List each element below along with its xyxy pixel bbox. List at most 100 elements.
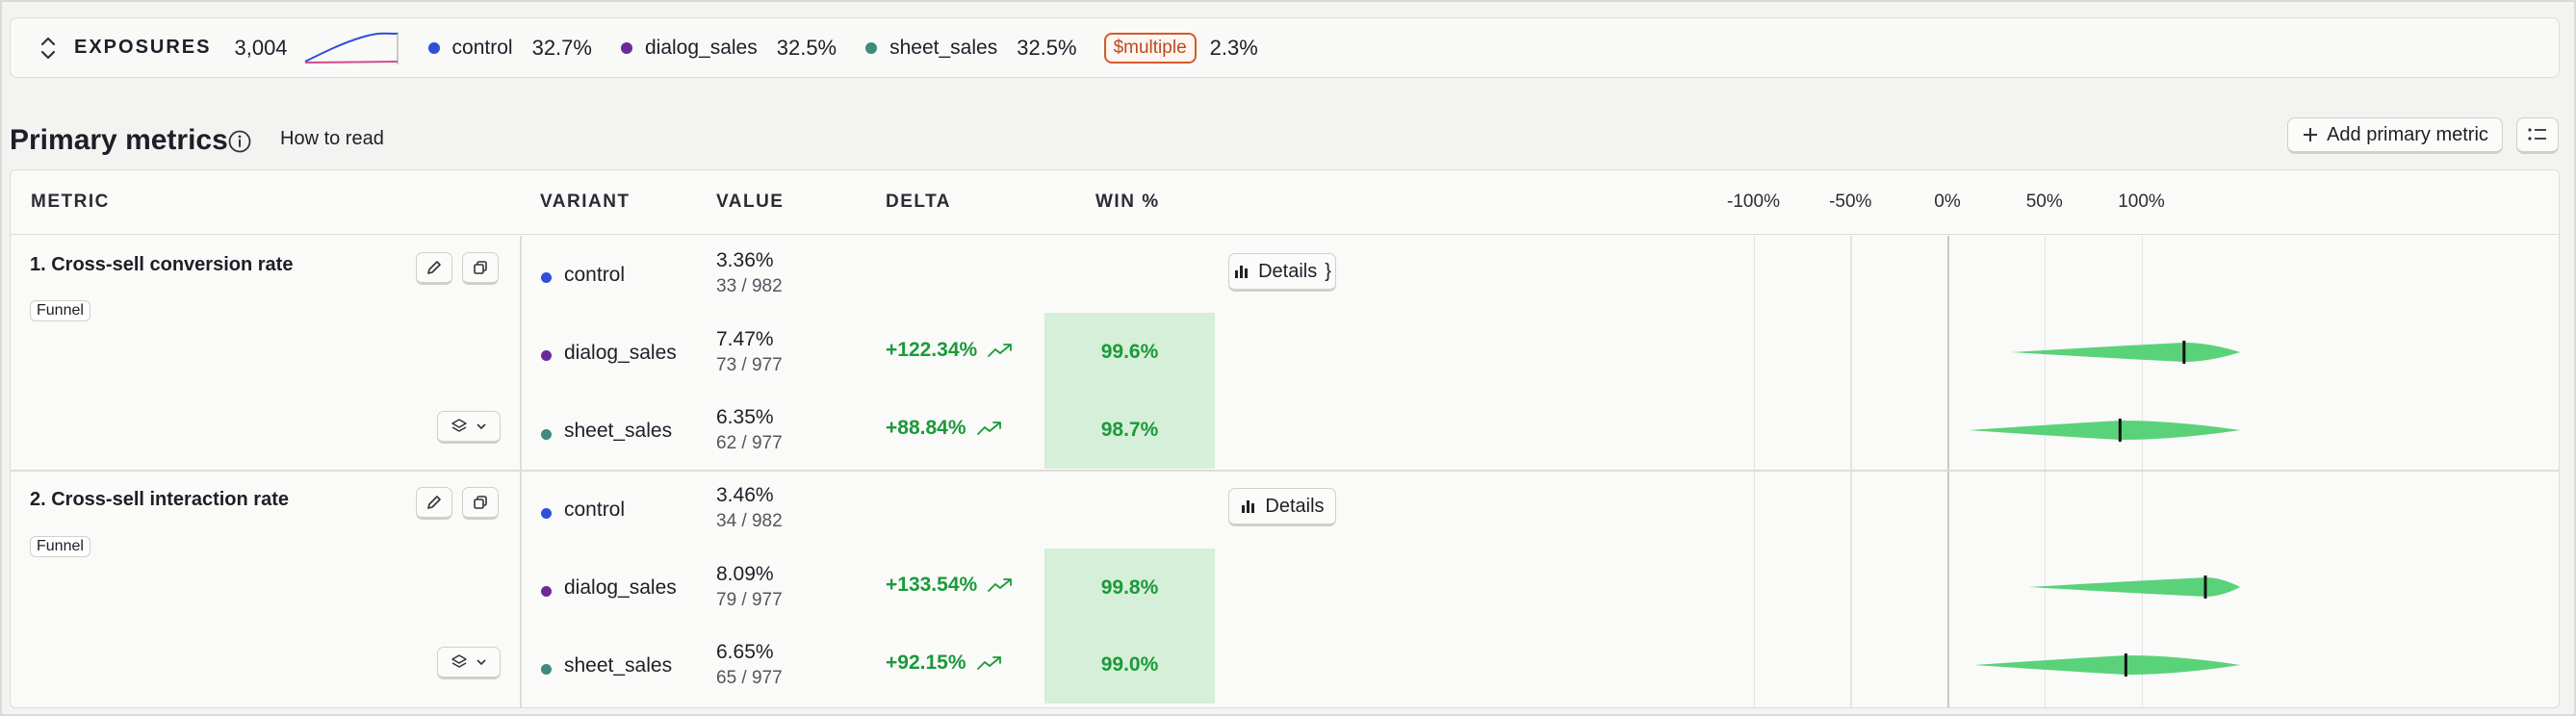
win-percentage: 98.7% — [1044, 391, 1215, 469]
header-delta: DELTA — [886, 192, 952, 212]
pencil-icon — [427, 261, 441, 274]
ci-violin — [1969, 421, 2241, 440]
win-percentage: 99.6% — [1044, 313, 1215, 391]
variant-dot — [541, 586, 552, 597]
details-button[interactable]: Details — [1228, 488, 1336, 526]
metrics-table: METRIC VARIANT VALUE DELTA WIN % -100% -… — [10, 169, 2560, 708]
axis-tick-label: 50% — [2025, 192, 2063, 212]
variant-dot — [541, 508, 552, 519]
variant-name: control — [564, 499, 626, 521]
zero-line — [1947, 236, 1949, 707]
header-variant: VARIANT — [540, 192, 631, 212]
variant-name: control — [451, 36, 513, 59]
page-title: Primary metrics — [10, 124, 228, 156]
axis-tick-label: 100% — [2118, 192, 2165, 212]
delta-text: +88.84% — [886, 417, 966, 439]
exposures-label: EXPOSURES — [74, 37, 212, 58]
multiple-pct: 2.3% — [1209, 35, 1258, 60]
how-to-read-link[interactable]: How to read — [280, 128, 384, 149]
details-button[interactable]: Details } — [1228, 253, 1336, 292]
chevron-down-icon — [477, 423, 486, 430]
duplicate-metric-button[interactable] — [462, 252, 499, 285]
header-win: WIN % — [1095, 192, 1160, 212]
exposures-sparkline — [304, 31, 399, 64]
trending-up-icon — [988, 578, 1013, 592]
axis-tick-label: -100% — [1727, 192, 1780, 212]
metric-value: 7.47% — [716, 328, 774, 350]
exposure-variant-control: control 32.7% — [427, 35, 592, 61]
variant-name: sheet_sales — [889, 36, 998, 59]
sheet-sales-dot — [865, 41, 878, 54]
metric-count: 73 / 977 — [716, 355, 783, 375]
metric-value: 6.35% — [716, 406, 774, 428]
exposure-variant-dialog-sales: dialog_sales 32.5% — [620, 35, 837, 61]
metric-count: 33 / 982 — [716, 276, 783, 296]
copy-icon — [474, 261, 487, 274]
control-dot — [427, 41, 440, 54]
metric-value: 6.65% — [716, 641, 774, 663]
breakdown-dropdown-button[interactable] — [437, 647, 501, 679]
pencil-icon — [427, 496, 441, 509]
variant-pct: 32.5% — [1017, 35, 1077, 60]
exposure-variant-sheet-sales: sheet_sales 32.5% — [865, 35, 1077, 61]
axis-tick-label: 0% — [1934, 192, 1961, 212]
trending-up-icon — [976, 422, 1001, 435]
grid-line — [1753, 236, 1755, 707]
ci-violin — [1974, 655, 2241, 675]
plus-icon — [2304, 128, 2318, 141]
metric-count: 62 / 977 — [716, 433, 783, 453]
multiple-badge: $multiple — [1103, 32, 1197, 64]
dialog-sales-dot — [620, 41, 632, 54]
delta-value: +92.15% — [886, 652, 1003, 675]
list-icon — [2528, 128, 2546, 141]
metric-name: 2. Cross-sell interaction rate — [30, 489, 289, 510]
trending-up-icon — [988, 344, 1013, 357]
exposures-bar: EXPOSURES 3,004 control 32.7% dialog_sal… — [10, 17, 2560, 78]
expand-collapse-icon[interactable] — [24, 24, 72, 72]
chevron-down-icon — [477, 659, 486, 666]
list-settings-button[interactable] — [2516, 117, 2559, 154]
ci-violin — [2028, 577, 2241, 597]
metric-divider — [11, 470, 2559, 472]
variant-pct: 32.5% — [776, 35, 837, 60]
info-icon[interactable] — [227, 129, 252, 154]
duplicate-metric-button[interactable] — [462, 487, 499, 520]
edit-metric-button[interactable] — [416, 487, 452, 520]
details-label: Details — [1265, 495, 1325, 517]
bar-chart-icon — [1235, 266, 1249, 278]
delta-text: +122.34% — [886, 339, 978, 361]
header-value: VALUE — [716, 192, 785, 212]
variant-name: sheet_sales — [564, 420, 673, 442]
variant-name: dialog_sales — [564, 342, 677, 364]
add-primary-metric-button[interactable]: Add primary metric — [2287, 117, 2503, 154]
variant-name: dialog_sales — [564, 576, 677, 599]
metric-name: 1. Cross-sell conversion rate — [30, 254, 294, 275]
grid-line — [2044, 236, 2047, 707]
bar-chart-icon — [1242, 500, 1255, 513]
metric-value: 8.09% — [716, 563, 774, 585]
table-header: METRIC VARIANT VALUE DELTA WIN % -100% -… — [11, 170, 2559, 235]
variant-dot — [541, 429, 552, 440]
exposures-count: 3,004 — [234, 35, 288, 60]
win-percentage: 99.0% — [1044, 626, 1215, 703]
variant-dot — [541, 664, 552, 675]
metric-value: 3.46% — [716, 484, 774, 506]
delta-distribution-chart — [1969, 341, 2241, 677]
layers-icon — [451, 654, 467, 668]
add-primary-metric-label: Add primary metric — [2327, 123, 2488, 145]
metric-count: 34 / 982 — [716, 511, 783, 531]
variant-name: control — [564, 264, 626, 286]
win-percentage: 99.8% — [1044, 549, 1215, 626]
metric-count: 79 / 977 — [716, 590, 783, 610]
variant-name: dialog_sales — [644, 36, 758, 59]
metric-value: 3.36% — [716, 249, 774, 271]
grid-line — [1850, 236, 1852, 707]
variant-name: sheet_sales — [564, 654, 673, 677]
delta-value: +133.54% — [886, 574, 1014, 597]
breakdown-dropdown-button[interactable] — [437, 411, 501, 444]
edit-metric-button[interactable] — [416, 252, 452, 285]
metric-count: 65 / 977 — [716, 668, 783, 688]
delta-value: +122.34% — [886, 339, 1014, 362]
metric-type-tag: Funnel — [30, 300, 90, 321]
variant-pct: 32.7% — [531, 35, 592, 60]
